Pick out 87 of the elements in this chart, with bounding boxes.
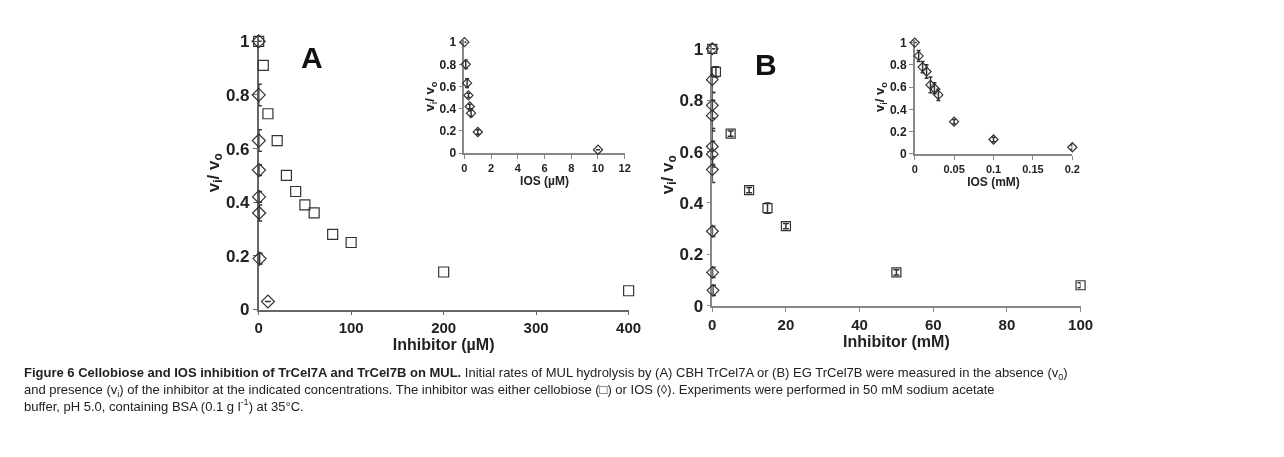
x-tick-label: 6 (541, 162, 548, 175)
x-tick-label: 0 (254, 319, 263, 337)
y-tick-label: 0.2 (439, 124, 457, 139)
x-tick-label: 8 (568, 162, 575, 175)
point (705, 73, 719, 87)
x-tick-label: 10 (591, 162, 605, 175)
point (251, 133, 266, 148)
point (706, 265, 720, 279)
point (592, 144, 604, 155)
y-tick-label: 0.4 (679, 193, 704, 213)
x-tick-label: 0 (461, 162, 468, 175)
point (280, 169, 293, 182)
x-tick-label: 300 (523, 319, 549, 337)
y-tick-label: 0.6 (889, 80, 907, 95)
x-tick-label: 4 (514, 162, 522, 175)
x-tick-label: 100 (1068, 315, 1094, 333)
y-tick-label: 0.6 (225, 139, 250, 159)
point (705, 98, 719, 112)
y-tick-label: 0.6 (679, 142, 704, 162)
point (252, 205, 267, 221)
point (260, 294, 276, 309)
point (438, 266, 450, 278)
y-tick-label: 1 (693, 39, 704, 59)
point (706, 283, 720, 297)
chart-title: B (755, 48, 777, 81)
x-tick-label: 12 (618, 162, 631, 175)
point (299, 199, 311, 211)
x-tick-label: 0 (708, 315, 717, 333)
y-tick-label: 0.8 (225, 85, 250, 105)
x-tick-label: 40 (851, 315, 868, 333)
x-tick-label: 2 (488, 162, 495, 175)
point (705, 163, 719, 177)
y-tick-label: 0.4 (889, 102, 907, 117)
x-tick-label: 20 (777, 315, 795, 333)
y-tick-label: 0.2 (679, 245, 704, 265)
y-tick-label: 0.6 (439, 79, 457, 94)
y-tick-label: 1 (449, 35, 457, 50)
y-tick-label: 1 (899, 35, 907, 50)
x-tick-label: 60 (924, 315, 942, 333)
y-tick-label: 0.4 (439, 101, 457, 116)
y-tick-label: 0.2 (889, 124, 907, 139)
point (705, 109, 719, 123)
point (251, 87, 266, 103)
x-axis-title: IOS (µM) (520, 174, 570, 189)
point (705, 224, 719, 238)
y-tick-label: 0 (449, 146, 457, 161)
point (459, 36, 470, 48)
point (262, 108, 274, 120)
x-tick-label: 100 (338, 319, 364, 337)
point (1067, 142, 1078, 153)
y-tick-label: 0 (693, 296, 704, 316)
y-tick-label: 0 (899, 147, 907, 162)
point (251, 189, 267, 204)
point (1075, 280, 1086, 291)
x-tick-label: 0.05 (943, 162, 965, 175)
y-tick-label: 0.4 (225, 193, 251, 213)
x-axis-title: Inhibitor (mM) (843, 332, 950, 350)
point (705, 140, 719, 153)
y-tick-label: 0.2 (225, 246, 250, 266)
x-tick-label: 80 (998, 315, 1016, 333)
x-tick-label: 0.2 (1064, 162, 1080, 175)
y-tick-label: 0.8 (439, 57, 457, 72)
point (623, 285, 635, 297)
x-tick-label: 200 (431, 319, 457, 337)
x-axis-title: IOS (mM) (967, 174, 1020, 189)
point (909, 37, 920, 48)
point (345, 236, 357, 249)
y-tick-label: 1 (240, 32, 250, 52)
point (308, 207, 320, 219)
y-tick-label: 0.8 (889, 58, 907, 73)
point (327, 228, 339, 241)
x-tick-label: 0.1 (985, 162, 1002, 175)
x-axis-title: Inhibitor (µM) (392, 336, 495, 354)
chart-title: A (301, 41, 323, 74)
x-tick-label: 0.15 (1022, 162, 1044, 175)
point (460, 59, 471, 70)
point (252, 251, 267, 266)
point (257, 59, 269, 72)
point (271, 134, 283, 147)
y-tick-label: 0.8 (679, 91, 704, 111)
y-tick-label: 0 (240, 300, 250, 320)
point (705, 147, 719, 161)
point (251, 162, 267, 178)
point (290, 185, 302, 198)
x-tick-label: 0 (911, 162, 918, 175)
x-tick-label: 400 (616, 319, 642, 337)
caption: Figure 6 Cellobiose and IOS inhibition of TrCel7A and TrCel7B on MUL. (24, 365, 462, 380)
